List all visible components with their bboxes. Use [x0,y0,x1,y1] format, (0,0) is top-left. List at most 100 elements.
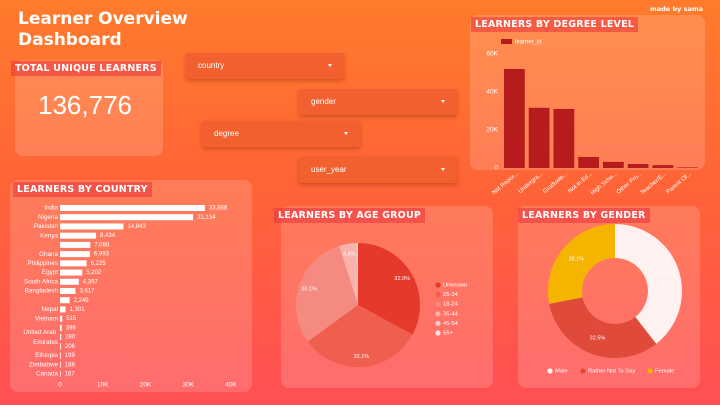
kpi-card [15,60,163,156]
age-chart: 32.9% 32.1% 30.1% 4.4% Unknown 25-34 18-24 35-4… [296,243,467,367]
slice [296,245,358,342]
legend-swatch [647,368,653,374]
value-label: 39.5% [654,272,670,278]
slice [307,305,413,367]
bar [652,165,674,168]
slice [549,297,657,358]
year-filter[interactable]: user_year [299,157,457,183]
legend-label: learner_id [515,40,542,46]
bar [60,288,76,294]
y-tick-label: Nigeria [38,214,58,221]
y-tick-label: Ghana [39,251,58,258]
y-tick-label: 20K [486,127,498,134]
legend-swatch [580,368,586,374]
bar [60,306,66,313]
y-tick-label: South Africa [24,278,58,285]
y-tick-label: Ethiopia [35,352,58,359]
value-label: 33,888 [209,206,228,212]
x-tick-label: 0 [58,382,62,389]
bar [60,205,205,211]
slice [356,243,358,305]
value-label: 396 [66,325,77,331]
value-label: 32.1% [354,354,370,360]
value-label: 515 [66,316,77,322]
y-tick-label: Egypt [42,269,58,276]
bar [503,68,525,168]
y-tick-label: 60K [486,50,498,57]
legend-label: 45-54 [443,321,459,327]
bar [60,278,79,285]
bar [602,161,624,168]
value-label: 32.9% [394,276,410,282]
value-label: 28.1% [569,257,585,263]
legend-swatch [435,301,441,307]
country-card: 33,888 India 31,134 Nigeria 14,843 Pakistan 8,… [10,180,252,392]
value-label: 4,397 [83,279,99,285]
value-label: 31,134 [197,215,216,221]
value-label: 2,249 [74,298,90,304]
value-label: 188 [65,362,76,368]
x-tick-label: 20K [140,382,152,389]
x-tick-label: Not Repor... [491,171,520,196]
legend-label: Female [655,369,674,375]
y-tick-label: India [44,205,58,212]
value-label: 7,088 [94,242,110,248]
chart-title: LEARNERS BY GENDER [518,208,650,223]
legend-label: Unknown [443,283,467,289]
chart-title: LEARNERS BY DEGREE LEVEL [471,17,639,32]
filter-label: degree [214,129,239,138]
y-tick-label: Philippines [28,260,58,267]
bar [60,297,70,304]
filter-label: gender [311,97,336,106]
legend-swatch [435,311,441,317]
bar [627,164,649,168]
bar [60,214,194,221]
bar [60,334,62,341]
value-label: 30.1% [301,286,317,292]
bar [60,241,91,248]
legend-swatch [435,292,441,298]
kpi-value: 136,776 [38,90,132,120]
y-tick-label: 0 [494,165,498,172]
bar [553,108,575,168]
legend-label: 25-34 [443,292,459,298]
chart-title: LEARNERS BY COUNTRY [13,182,152,197]
legend-label: 55+ [443,331,453,337]
dashboard-title: Learner Overview Dashboard [18,9,188,50]
legend-swatch [435,330,441,336]
bar [60,251,90,258]
y-tick-label: Nepal [42,306,58,313]
slice [548,224,615,304]
value-label: 6,993 [94,252,110,258]
x-tick-label: Undergra... [518,171,545,195]
legend-label: 35-44 [443,311,459,317]
country-filter[interactable]: country [186,53,344,79]
value-label: 8,434 [100,233,116,239]
value-label: 6,225 [91,261,107,267]
value-label: 1,301 [70,307,86,313]
degree-filter[interactable]: degree [202,121,360,147]
bar [60,343,61,350]
y-tick-label: Canada [36,371,59,378]
legend-swatch [435,282,441,288]
bar [60,361,61,368]
y-tick-label: Vietnam [35,315,58,322]
y-tick-label: 40K [486,89,498,96]
gender-filter[interactable]: gender [299,89,457,115]
value-label: 167 [65,372,76,378]
bar [677,167,699,168]
filter-label: user_year [311,165,347,174]
slice [358,243,420,335]
bar [60,260,87,267]
kpi-title: TOTAL UNIQUE LEARNERS [11,61,161,76]
legend-label: 18-24 [443,302,459,308]
slice [339,243,358,305]
value-label: 5,202 [86,270,102,276]
age-card: 32.9% 32.1% 30.1% 4.4% Unknown 25-34 18-24 35-4… [281,206,493,388]
dropdown-arrow [344,132,348,135]
credit: made by sama [650,5,704,13]
y-tick-label: Kenya [40,232,58,239]
value-label: 280 [65,335,76,341]
bar [60,315,63,322]
